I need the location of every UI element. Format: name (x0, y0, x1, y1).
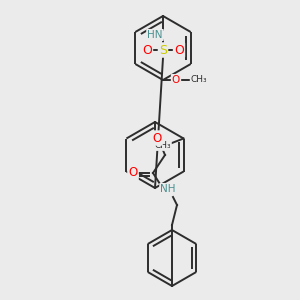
Text: HN: HN (147, 30, 163, 40)
Text: CH₃: CH₃ (191, 76, 207, 85)
Text: NH: NH (160, 184, 176, 194)
Text: O: O (128, 167, 138, 179)
Text: CH₃: CH₃ (154, 141, 171, 150)
Text: S: S (159, 44, 167, 56)
Text: O: O (142, 44, 152, 56)
Text: O: O (172, 75, 180, 85)
Text: O: O (174, 44, 184, 56)
Text: O: O (152, 131, 162, 145)
